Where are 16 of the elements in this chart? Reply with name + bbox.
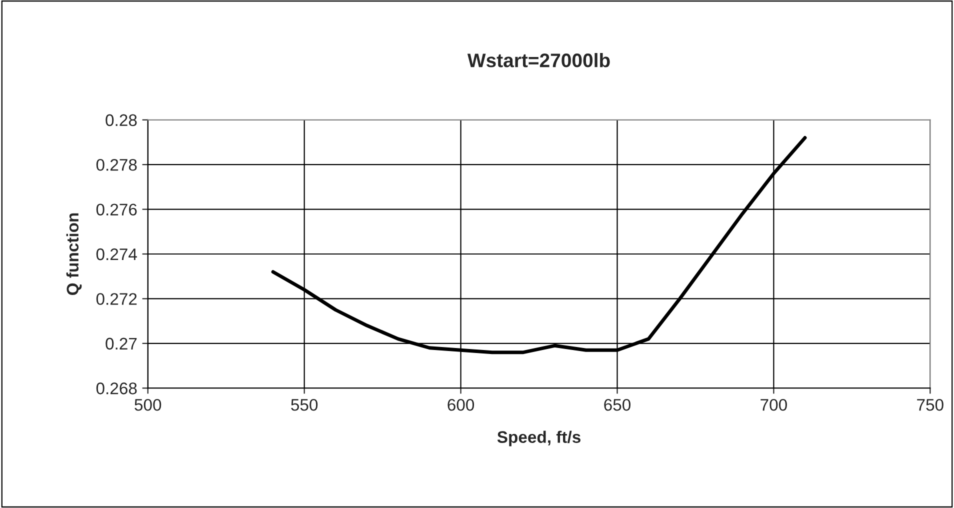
x-tick-label: 500: [134, 398, 162, 411]
y-tick-label: 0.278: [96, 158, 137, 171]
y-tick-label: 0.27: [106, 338, 137, 350]
x-tick-label: 600: [448, 398, 474, 411]
x-tick-label: 700: [760, 398, 787, 411]
x-tick-label: 650: [604, 398, 630, 411]
x-tick-label: 550: [291, 398, 318, 411]
chart-title: Wstart=27000lb: [467, 53, 610, 68]
y-tick-label: 0.272: [96, 293, 137, 305]
y-axis-title: Q function: [66, 213, 82, 295]
y-tick-label: 0.276: [96, 204, 137, 216]
y-tick-label: 0.274: [96, 248, 137, 260]
y-tick-label: 0.28: [106, 114, 137, 126]
x-axis-title: Speed, ft/s: [497, 430, 580, 446]
x-tick-label: 750: [917, 398, 944, 411]
y-tick-label: 0.268: [96, 382, 137, 394]
